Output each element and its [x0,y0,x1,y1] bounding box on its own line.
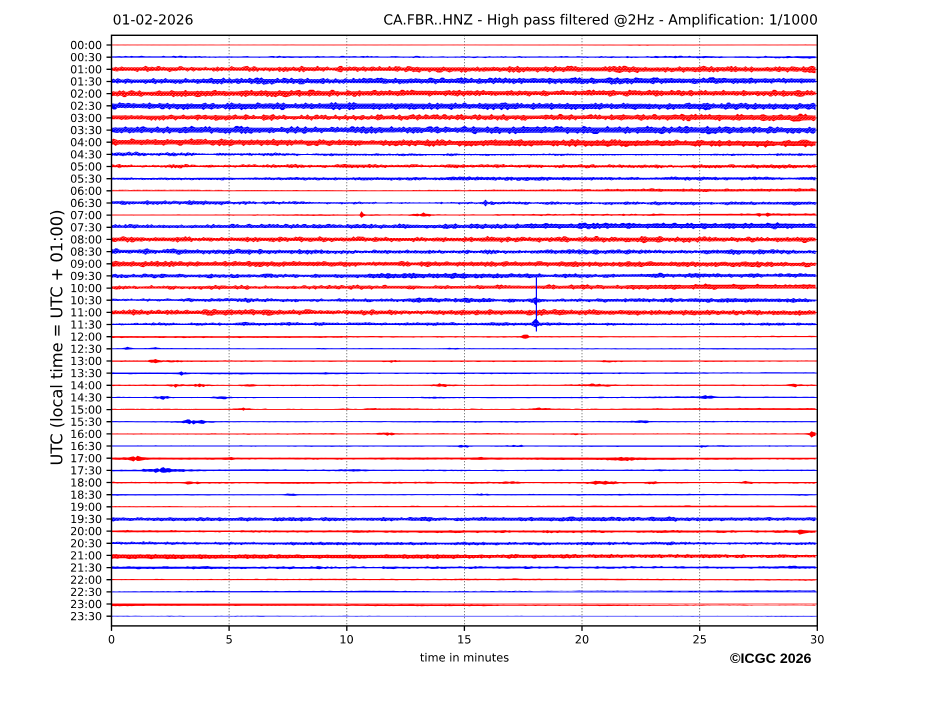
svg-text:©ICGC 2026: ©ICGC 2026 [730,651,812,667]
